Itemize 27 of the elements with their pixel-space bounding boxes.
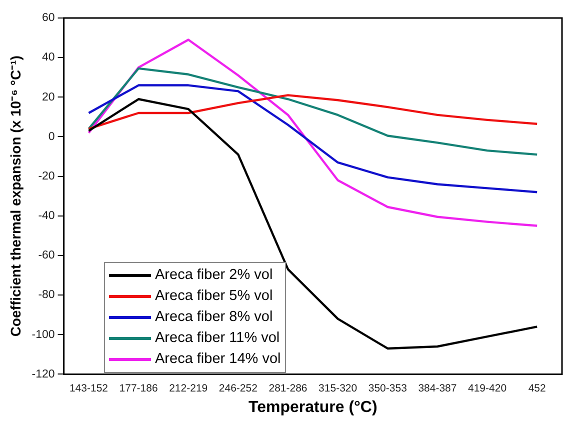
- x-tick-label: 350-353: [368, 382, 408, 394]
- legend-label: Areca fiber 11% vol: [155, 329, 280, 348]
- legend-label: Areca fiber 2% vol: [155, 266, 273, 285]
- legend-label: Areca fiber 5% vol: [155, 287, 273, 306]
- y-tick-label: -80: [38, 289, 55, 302]
- y-tick-label: -40: [38, 210, 55, 222]
- x-tick-label: 384-387: [418, 382, 457, 394]
- y-tick-label: -20: [38, 170, 55, 182]
- y-tick-label: -120: [32, 368, 55, 380]
- x-tick-label: 281-286: [268, 382, 308, 394]
- x-tick-label: 143-152: [69, 382, 108, 394]
- y-tick-label: 20: [42, 91, 55, 104]
- y-tick-label: 0: [48, 130, 55, 143]
- x-tick-label: 419-420: [468, 382, 507, 394]
- y-tick-label: -60: [38, 250, 55, 262]
- legend-label: Areca fiber 8% vol: [155, 308, 273, 327]
- x-tick-label: 212-219: [169, 382, 208, 394]
- y-axis-title: Coefficient thermal expansion (x 10⁻⁶ °C⁻¹): [7, 56, 24, 337]
- x-tick-label: 452: [528, 382, 546, 394]
- y-tick-label: -100: [32, 328, 55, 341]
- x-tick-label: 246-252: [218, 382, 258, 394]
- x-tick-label: 315-320: [318, 382, 358, 394]
- y-tick-label: 40: [42, 52, 55, 64]
- x-axis-title: Temperature (°C): [248, 398, 378, 416]
- legend-label: Areca fiber 14% vol: [155, 350, 281, 369]
- x-tick-label: 177-186: [119, 382, 158, 394]
- y-tick-label: 60: [42, 12, 55, 24]
